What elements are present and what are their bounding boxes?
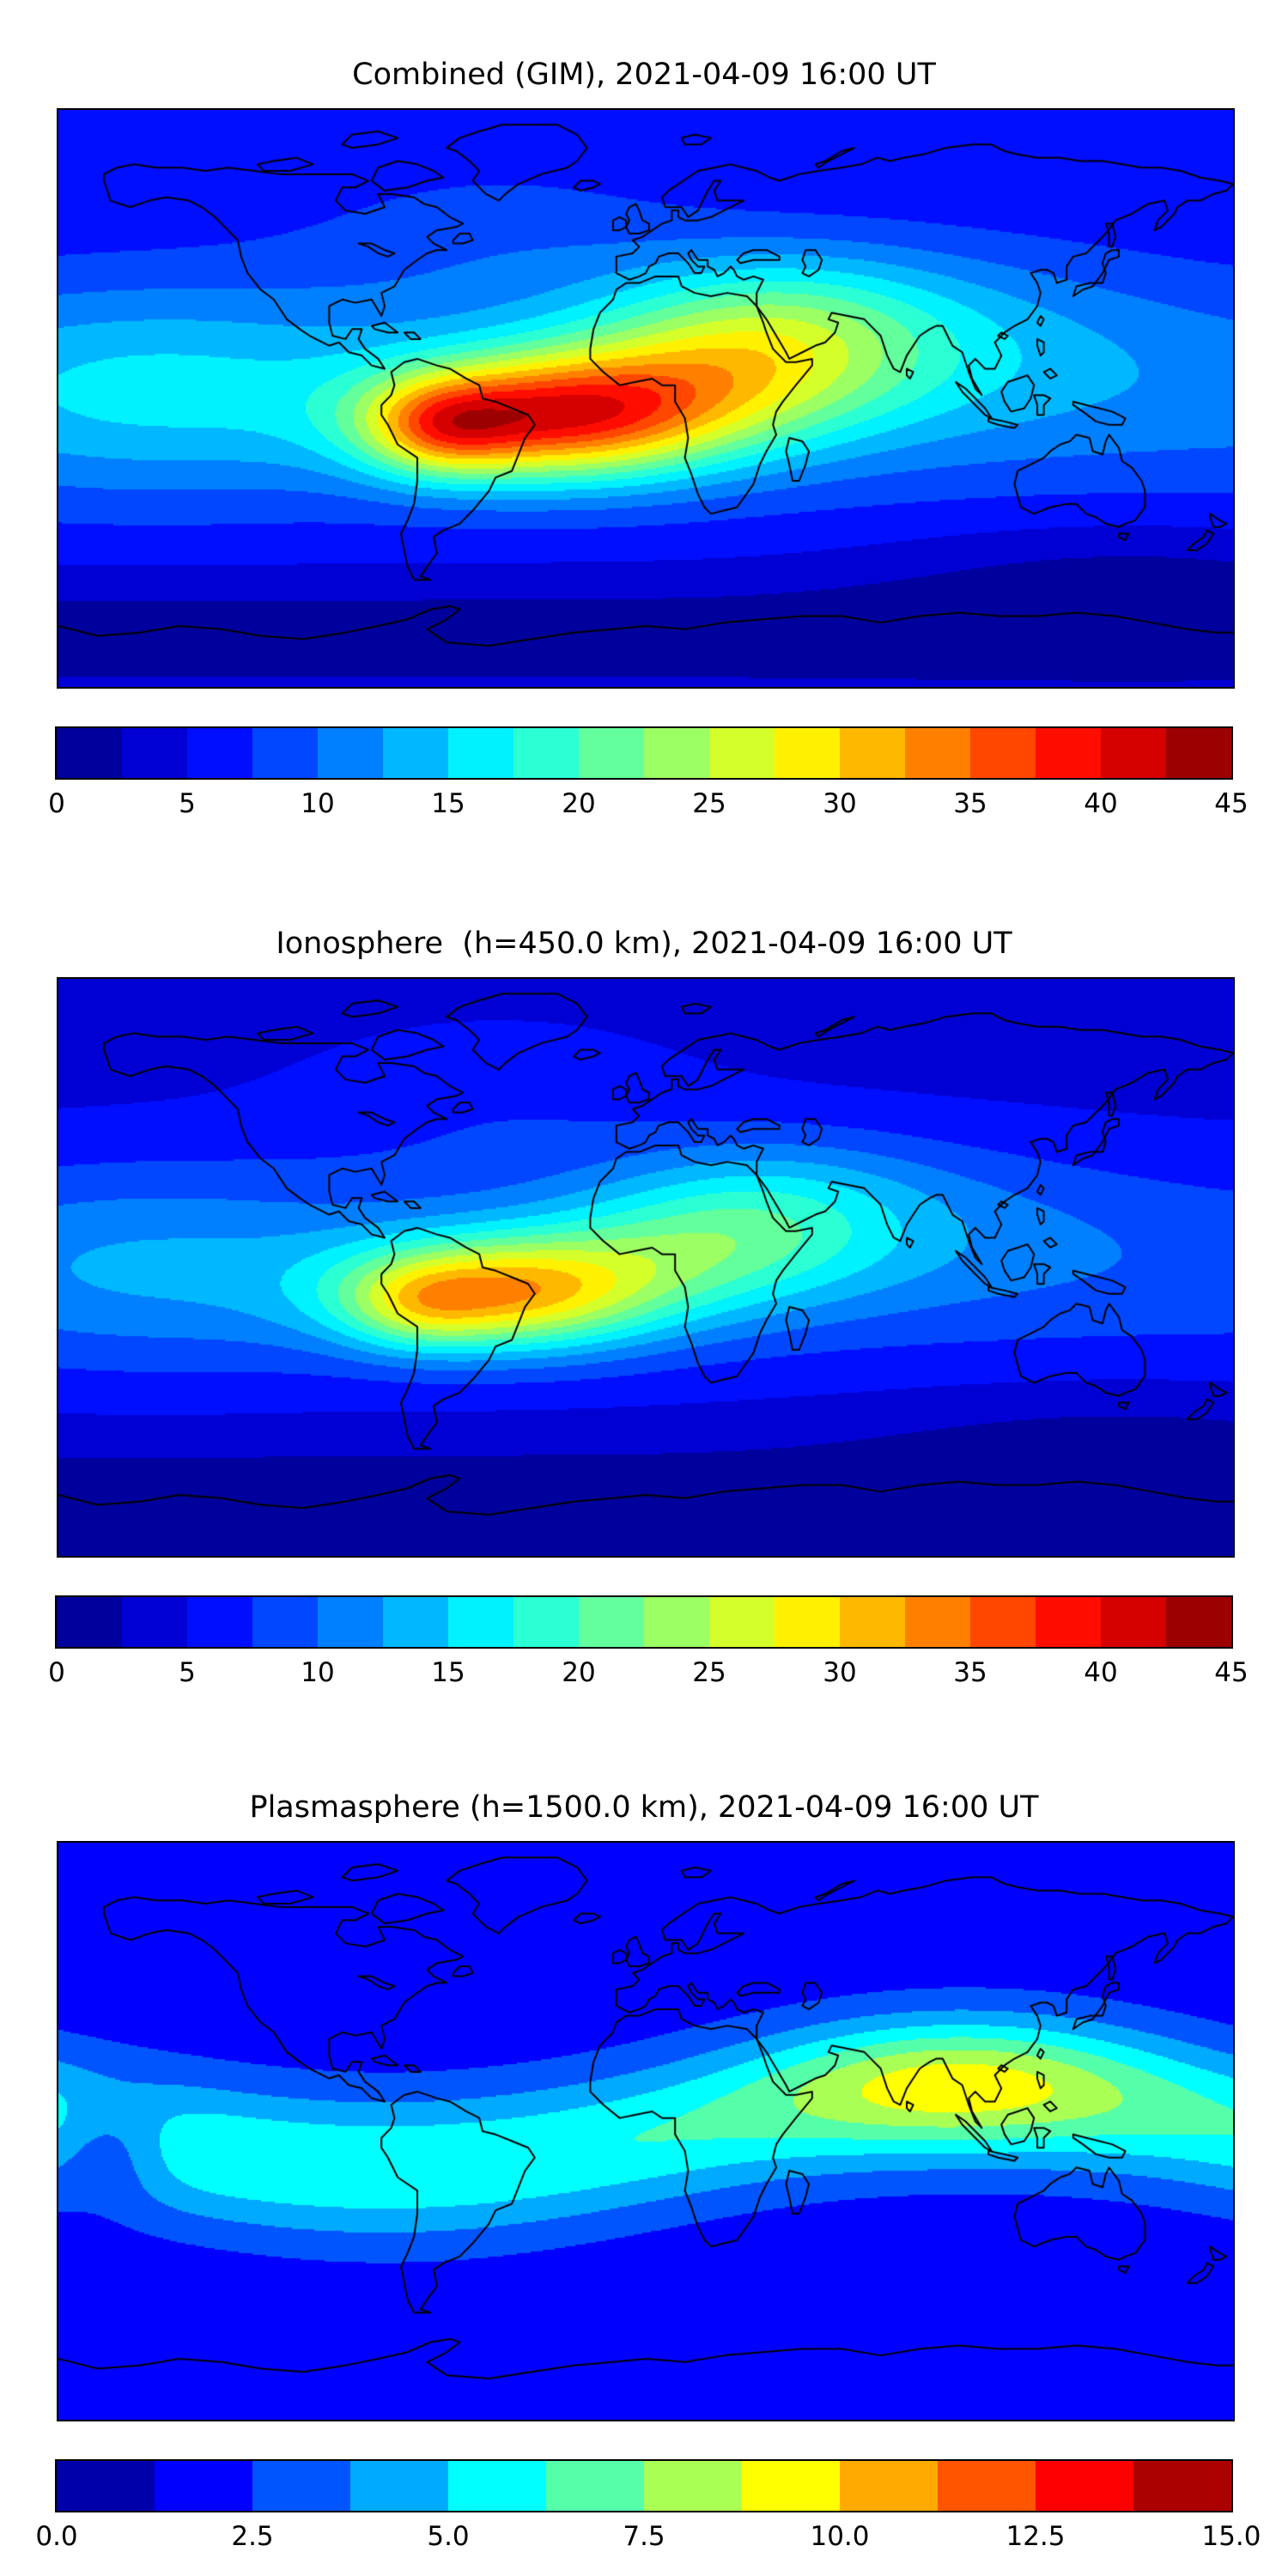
colorbar-segment <box>644 1597 709 1647</box>
colorbar-segment <box>155 2461 252 2511</box>
map-combined <box>57 108 1235 689</box>
colorbar-segment <box>1166 1597 1231 1647</box>
colorbar-segment <box>579 728 644 778</box>
colorbar-segment <box>383 1597 448 1647</box>
colorbar-segment <box>1101 728 1166 778</box>
colorbar-segment <box>840 1597 905 1647</box>
colorbar-tick-label: 0 <box>48 1657 65 1688</box>
colorbar-segment <box>1133 2461 1231 2511</box>
colorbar-segment <box>448 2461 546 2511</box>
colorbar-segment <box>970 1597 1036 1647</box>
panel-title-combined: Combined (GIM), 2021-04-09 16:00 UT <box>352 58 936 92</box>
colorbar-segment <box>448 1597 513 1647</box>
colorbar-segment <box>709 1597 775 1647</box>
colorbar-segment <box>122 728 187 778</box>
colorbar-tick-label: 2.5 <box>231 2521 274 2552</box>
colorbar-segment <box>644 728 709 778</box>
colorbar-segment <box>644 2461 742 2511</box>
colorbar-tick-label: 5.0 <box>427 2521 470 2552</box>
colorbar-tick-label: 35 <box>953 1657 987 1688</box>
colorbar-tick-label: 10.0 <box>810 2521 870 2552</box>
colorbar-plasmasphere <box>55 2459 1233 2512</box>
panel-combined: Combined (GIM), 2021-04-09 16:00 UT 0 5 10… <box>0 57 1288 826</box>
panel-title-ionosphere: Ionosphere (h=450.0 km), 2021-04-09 16:0… <box>276 927 1012 961</box>
colorbar-tick-label: 5 <box>179 1657 196 1688</box>
colorbar-segment <box>318 728 383 778</box>
colorbar-segment <box>1036 2461 1133 2511</box>
colorbar-segment <box>57 728 122 778</box>
colorbar-tick-label: 25 <box>692 788 726 819</box>
colorbar-tick-label: 45 <box>1214 788 1249 819</box>
colorbar-segment <box>905 1597 970 1647</box>
colorbar-tick-labels-ionosphere: 0 5 10 15 20 25 30 35 40 45 <box>48 1657 1249 1695</box>
colorbar-ionosphere <box>55 1595 1233 1649</box>
colorbar-tick-label: 5 <box>179 788 196 819</box>
colorbar-tick-label: 25 <box>692 1657 726 1688</box>
colorbar-segment <box>252 728 318 778</box>
colorbar-tick-label: 30 <box>823 1657 857 1688</box>
colorbar-segment <box>448 728 513 778</box>
colorbar-segment <box>1036 728 1101 778</box>
colorbar-segment <box>775 1597 840 1647</box>
colorbar-tick-label: 10 <box>301 1657 335 1688</box>
colorbar-tick-label: 15 <box>431 788 465 819</box>
colorbar-tick-label: 40 <box>1084 788 1118 819</box>
colorbar-segment <box>840 728 905 778</box>
colorbar-segment <box>122 1597 187 1647</box>
colorbar-segment <box>775 728 840 778</box>
colorbar-segment <box>350 2461 448 2511</box>
colorbar-tick-label: 40 <box>1084 1657 1118 1688</box>
colorbar-tick-label: 0.0 <box>35 2521 78 2552</box>
colorbar-tick-labels-combined: 0 5 10 15 20 25 30 35 40 45 <box>48 788 1249 826</box>
colorbar-segment <box>57 1597 122 1647</box>
colorbar-segment <box>840 2461 938 2511</box>
colorbar-segment <box>383 728 448 778</box>
colorbar-segment <box>252 1597 318 1647</box>
colorbar-segment <box>1101 1597 1166 1647</box>
colorbar-segment <box>579 1597 644 1647</box>
colorbar-segment <box>513 728 579 778</box>
colorbar-segment <box>938 2461 1036 2511</box>
world-map-canvas-combined <box>57 108 1235 689</box>
world-map-canvas-ionosphere <box>57 977 1235 1558</box>
map-plasmasphere <box>57 1841 1235 2421</box>
colorbar-segment <box>1036 1597 1101 1647</box>
colorbar-segment <box>742 2461 840 2511</box>
colorbar-segment <box>905 728 970 778</box>
colorbar-segment <box>1166 728 1231 778</box>
panel-ionosphere: Ionosphere (h=450.0 km), 2021-04-09 16:0… <box>0 926 1288 1695</box>
colorbar-tick-label: 20 <box>562 788 596 819</box>
panel-title-plasmasphere: Plasmasphere (h=1500.0 km), 2021-04-09 1… <box>249 1790 1039 1825</box>
colorbar-tick-labels-plasmasphere: 0.0 2.5 5.0 7.5 10.0 12.5 15.0 <box>35 2521 1261 2559</box>
world-map-canvas-plasmasphere <box>57 1841 1235 2421</box>
colorbar-tick-label: 12.5 <box>1005 2521 1066 2552</box>
colorbar-segment <box>546 2461 644 2511</box>
colorbar-tick-label: 15 <box>431 1657 465 1688</box>
colorbar-tick-label: 20 <box>562 1657 596 1688</box>
colorbar-segment <box>318 1597 383 1647</box>
colorbar-segment <box>57 2461 155 2511</box>
colorbar-tick-label: 10 <box>301 788 335 819</box>
map-ionosphere <box>57 977 1235 1558</box>
panel-plasmasphere: Plasmasphere (h=1500.0 km), 2021-04-09 1… <box>0 1789 1288 2559</box>
colorbar-segment <box>970 728 1036 778</box>
colorbar-segment <box>187 728 252 778</box>
colorbar-segment <box>709 728 775 778</box>
colorbar-combined <box>55 726 1233 780</box>
colorbar-tick-label: 35 <box>953 788 987 819</box>
colorbar-tick-label: 7.5 <box>623 2521 665 2552</box>
colorbar-segment <box>187 1597 252 1647</box>
colorbar-tick-label: 30 <box>823 788 857 819</box>
colorbar-segment <box>513 1597 579 1647</box>
colorbar-tick-label: 15.0 <box>1201 2521 1261 2552</box>
colorbar-segment <box>252 2461 350 2511</box>
colorbar-tick-label: 0 <box>48 788 65 819</box>
colorbar-tick-label: 45 <box>1214 1657 1249 1688</box>
